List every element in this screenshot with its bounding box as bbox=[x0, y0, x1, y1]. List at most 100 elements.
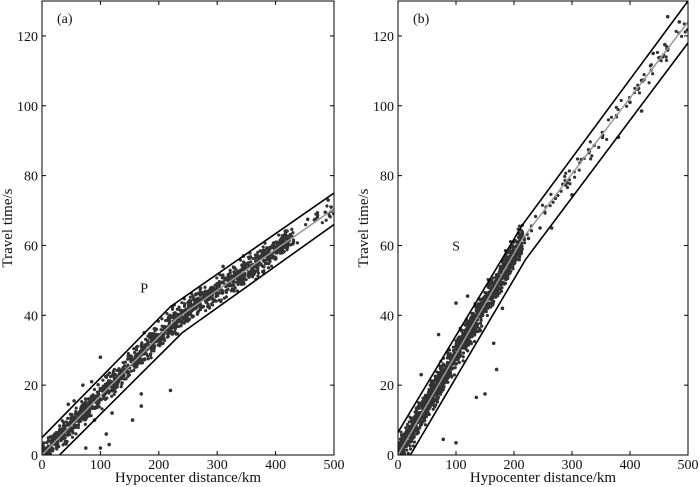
outlier-point bbox=[139, 404, 144, 408]
data-point bbox=[479, 301, 483, 306]
data-point bbox=[125, 371, 129, 375]
data-point bbox=[479, 305, 483, 309]
data-point bbox=[227, 284, 231, 288]
data-point bbox=[117, 379, 121, 384]
data-point bbox=[130, 358, 134, 362]
data-point bbox=[433, 397, 437, 402]
data-point bbox=[185, 314, 190, 319]
data-point bbox=[54, 430, 58, 435]
outlier-point bbox=[89, 379, 94, 384]
data-point bbox=[219, 298, 223, 302]
data-point bbox=[74, 432, 78, 436]
data-point bbox=[619, 98, 623, 103]
data-point bbox=[74, 406, 78, 410]
data-point bbox=[122, 377, 127, 381]
data-point bbox=[90, 394, 95, 398]
data-point bbox=[276, 242, 280, 247]
data-point bbox=[248, 270, 252, 274]
data-point bbox=[237, 280, 242, 284]
outlier-point bbox=[84, 446, 88, 450]
data-point bbox=[256, 250, 260, 254]
data-point bbox=[252, 270, 257, 274]
data-point bbox=[464, 328, 469, 332]
data-point bbox=[478, 298, 483, 302]
data-point bbox=[439, 370, 443, 375]
data-point bbox=[450, 375, 454, 379]
data-point bbox=[683, 30, 687, 34]
lower-bound-line bbox=[58, 223, 334, 455]
y-tick-label: 60 bbox=[24, 239, 38, 254]
data-point bbox=[71, 416, 75, 420]
data-point bbox=[431, 407, 435, 411]
data-point bbox=[286, 242, 290, 246]
data-point bbox=[567, 169, 571, 173]
data-point bbox=[556, 193, 560, 198]
data-point bbox=[175, 332, 180, 336]
data-point bbox=[126, 357, 130, 361]
data-point bbox=[642, 72, 646, 77]
data-point bbox=[287, 234, 291, 238]
data-point bbox=[153, 328, 157, 333]
data-point bbox=[135, 344, 140, 348]
data-point bbox=[148, 353, 153, 357]
data-point bbox=[290, 227, 294, 232]
data-point bbox=[175, 321, 179, 326]
data-point bbox=[664, 55, 668, 59]
phase-annotation: S bbox=[452, 240, 460, 255]
data-point bbox=[406, 451, 410, 455]
data-point bbox=[112, 389, 116, 393]
data-point bbox=[188, 299, 193, 303]
outlier-point bbox=[215, 282, 219, 286]
data-point bbox=[500, 286, 504, 290]
outlier-point bbox=[419, 372, 424, 377]
data-point bbox=[70, 413, 74, 417]
data-point bbox=[58, 424, 62, 428]
data-point bbox=[139, 360, 143, 364]
outlier-point bbox=[110, 411, 114, 415]
data-point bbox=[76, 425, 80, 430]
data-point bbox=[215, 276, 219, 280]
panel-label: (b) bbox=[413, 12, 430, 27]
data-point bbox=[655, 50, 660, 55]
data-point bbox=[651, 72, 655, 76]
outlier-point bbox=[104, 432, 109, 436]
data-point bbox=[62, 423, 66, 427]
data-point bbox=[199, 286, 203, 290]
data-point bbox=[172, 311, 176, 316]
data-point bbox=[221, 276, 225, 280]
data-point bbox=[129, 369, 133, 373]
data-point bbox=[234, 267, 238, 272]
data-point bbox=[504, 269, 508, 273]
data-point bbox=[132, 347, 136, 351]
y-tick-label: 20 bbox=[380, 379, 394, 394]
data-point bbox=[482, 296, 487, 300]
data-point bbox=[284, 229, 289, 234]
data-point bbox=[454, 347, 458, 351]
data-point bbox=[51, 447, 55, 451]
data-point bbox=[616, 107, 620, 112]
data-point bbox=[57, 433, 61, 438]
data-point bbox=[256, 268, 260, 272]
data-point bbox=[205, 299, 209, 304]
data-point bbox=[513, 238, 517, 243]
data-point bbox=[456, 357, 460, 361]
data-point bbox=[501, 266, 505, 270]
data-point bbox=[117, 367, 121, 371]
data-point bbox=[108, 375, 113, 379]
data-point bbox=[685, 28, 688, 32]
data-point bbox=[451, 348, 456, 353]
data-point bbox=[468, 320, 472, 325]
data-point bbox=[188, 312, 192, 316]
data-point bbox=[81, 404, 85, 409]
data-point bbox=[614, 105, 618, 109]
data-point bbox=[46, 436, 50, 440]
data-point bbox=[271, 244, 275, 249]
data-point bbox=[244, 277, 248, 282]
data-point bbox=[191, 294, 195, 299]
data-point bbox=[456, 336, 460, 340]
data-point bbox=[564, 183, 568, 187]
data-point bbox=[513, 256, 517, 260]
data-point bbox=[135, 365, 139, 369]
